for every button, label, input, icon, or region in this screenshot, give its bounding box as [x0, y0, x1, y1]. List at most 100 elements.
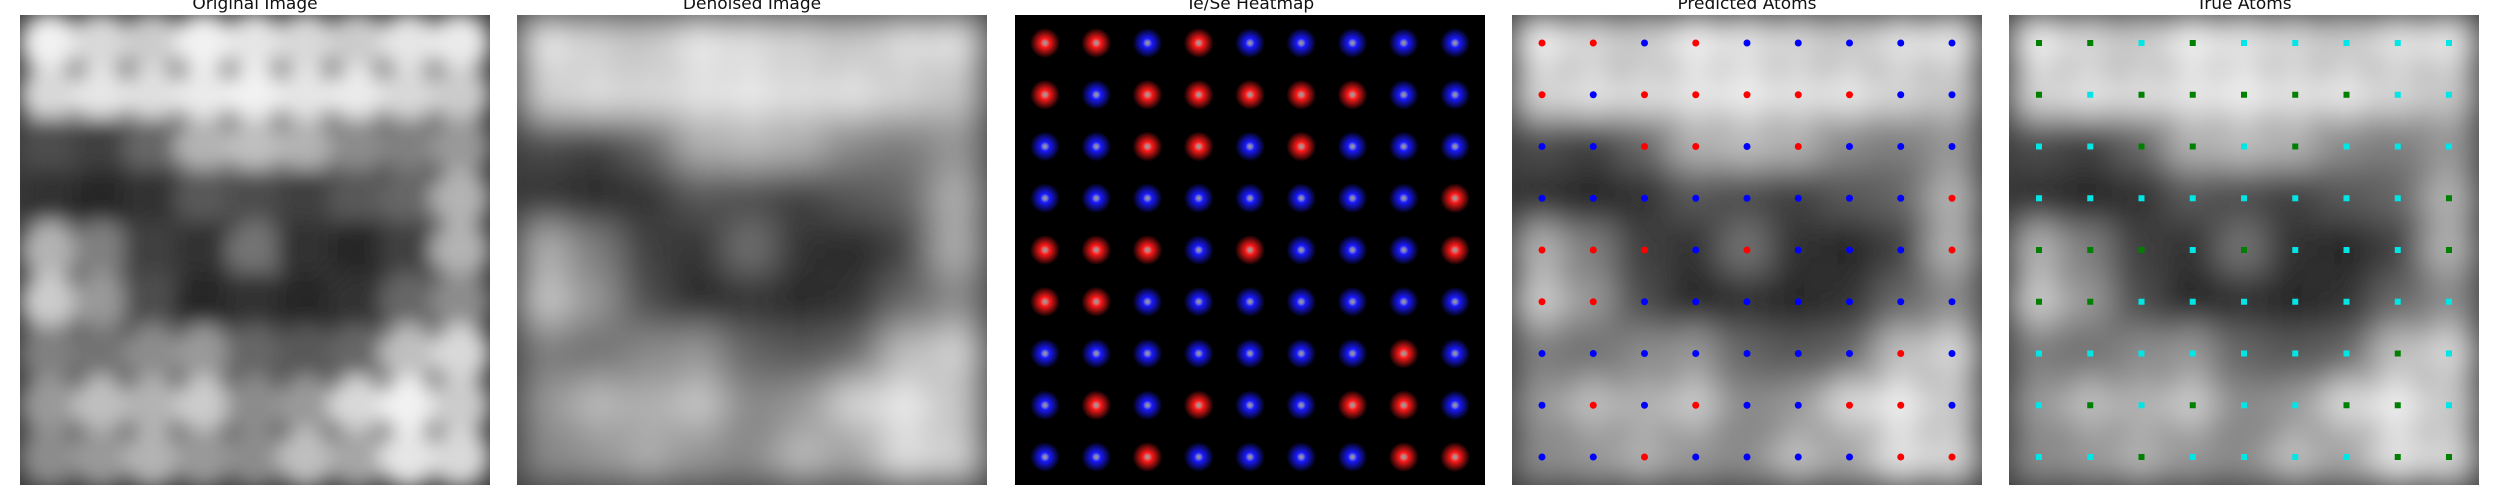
- true-atom-te: [2292, 91, 2299, 98]
- predicted-atom-se: [1846, 143, 1853, 150]
- true-atom-te: [2292, 143, 2299, 150]
- heatmap-blob-se: [1286, 28, 1317, 58]
- predicted-atom-te: [1794, 91, 1802, 99]
- predicted-atom-te: [1846, 91, 1853, 99]
- heatmap-blob-se: [1081, 442, 1112, 472]
- predicted-atom-te: [1743, 91, 1751, 99]
- heatmap-blob-se: [1132, 183, 1163, 214]
- true-atom-te: [2087, 402, 2094, 409]
- predicted-atom-te: [1538, 298, 1546, 306]
- true-atom-se: [2394, 40, 2401, 46]
- true-atom-te: [2446, 454, 2452, 460]
- true-atom-se: [2036, 143, 2042, 150]
- predicted-atom-te: [1589, 39, 1597, 47]
- panel-title-original: Original Image: [192, 0, 318, 14]
- predicted-atom-te: [1897, 350, 1905, 357]
- true-atom-te: [2036, 91, 2042, 98]
- heatmap-blob-se: [1286, 183, 1317, 214]
- panel-true: True Atoms: [2009, 0, 2479, 500]
- true-atom-se: [2036, 402, 2042, 409]
- heatmap-blob-se: [1030, 131, 1060, 162]
- predicted-atom-se: [1692, 350, 1700, 357]
- predicted-atom-se: [1743, 401, 1751, 409]
- predicted-atom-se: [1794, 298, 1802, 306]
- heatmap-blob-te: [1132, 131, 1163, 162]
- predicted-atom-se: [1897, 91, 1905, 99]
- predicted-atom-te: [1641, 453, 1648, 461]
- heatmap-blob-se: [1286, 286, 1317, 317]
- heatmap-blob-se: [1081, 338, 1112, 369]
- predicted-atom-se: [1743, 453, 1751, 461]
- panel-title-denoised: Denoised Image: [682, 0, 822, 14]
- heatmap-blob-se: [1337, 28, 1368, 58]
- predicted-atom-se: [1692, 298, 1700, 306]
- true-atom-se: [2292, 350, 2299, 357]
- heatmap-blob-se: [1183, 338, 1214, 369]
- original-image: [20, 15, 490, 485]
- predicted-atom-se: [1897, 298, 1905, 306]
- true-atom-se: [2343, 454, 2350, 460]
- true-atom-se: [2394, 298, 2401, 305]
- true-atom-te: [2394, 350, 2401, 357]
- true-atom-te: [2087, 40, 2094, 46]
- true-atom-se: [2241, 402, 2247, 409]
- predicted-atom-se: [1948, 350, 1956, 357]
- true-atom-te: [2087, 247, 2094, 253]
- true-atom-te: [2189, 40, 2196, 46]
- true-atom-se: [2036, 454, 2042, 460]
- true-atom-te: [2138, 454, 2145, 460]
- true-atom-se: [2343, 40, 2350, 46]
- heatmap-blob-se: [1030, 390, 1060, 421]
- true-atom-se: [2446, 40, 2452, 46]
- predicted-atom-te: [1948, 246, 1956, 254]
- true-atom-se: [2138, 402, 2145, 409]
- heatmap-blob-te: [1081, 235, 1112, 265]
- predicted-atom-se: [1897, 194, 1905, 202]
- heatmap-blob-te: [1286, 79, 1317, 110]
- heatmap-blob-se: [1132, 338, 1163, 369]
- true-atom-se: [2394, 195, 2401, 202]
- heatmap-blob-te: [1388, 338, 1419, 369]
- true-atom-te: [2138, 91, 2145, 98]
- predicted-atom-se: [1846, 194, 1853, 202]
- heatmap-blob-se: [1337, 442, 1368, 472]
- predicted-atom-se: [1794, 194, 1802, 202]
- true-atom-te: [2138, 143, 2145, 150]
- predicted-atom-se: [1589, 143, 1597, 150]
- predicted-atom-te: [1641, 246, 1648, 254]
- panel-predicted: Predicted Atoms: [1512, 0, 1982, 500]
- heatmap-blob-te: [1235, 235, 1265, 265]
- true-atom-se: [2087, 195, 2094, 202]
- heatmap-blob-te: [1030, 286, 1060, 317]
- heatmap-blob-se: [1388, 79, 1419, 110]
- heatmap-blob-se: [1337, 131, 1368, 162]
- true-atom-se: [2343, 247, 2350, 253]
- heatmap-blob-se: [1388, 235, 1419, 265]
- heatmap-blob-te: [1030, 235, 1060, 265]
- predicted-atom-te: [1589, 246, 1597, 254]
- true-atom-se: [2189, 195, 2196, 202]
- predicted-atom-te: [1538, 91, 1546, 99]
- panel-denoised: Denoised Image: [517, 0, 987, 500]
- heatmap-blob-se: [1183, 183, 1214, 214]
- heatmap-blob-se: [1337, 338, 1368, 369]
- predicted-atom-se: [1897, 39, 1905, 47]
- true-atom-te: [2394, 402, 2401, 409]
- predicted-atom-se: [1846, 350, 1853, 357]
- heatmap-blob-te: [1440, 183, 1470, 214]
- heatmap-blob-se: [1388, 28, 1419, 58]
- true-atom-se: [2138, 195, 2145, 202]
- predicted-atom-se: [1794, 401, 1802, 409]
- predicted-atom-se: [1692, 246, 1700, 254]
- true-atom-se: [2189, 298, 2196, 305]
- heatmap-blob-te: [1132, 235, 1163, 265]
- predicted-atom-se: [1692, 453, 1700, 461]
- true-atom-te: [2138, 247, 2145, 253]
- heatmap-blob-se: [1132, 390, 1163, 421]
- predicted-atom-se: [1846, 298, 1853, 306]
- heatmap-blob-te: [1183, 131, 1214, 162]
- predicted-atom-se: [1641, 401, 1648, 409]
- heatmap-blob-se: [1235, 183, 1265, 214]
- predicted-atom-te: [1692, 91, 1700, 99]
- predicted-atom-se: [1538, 350, 1546, 357]
